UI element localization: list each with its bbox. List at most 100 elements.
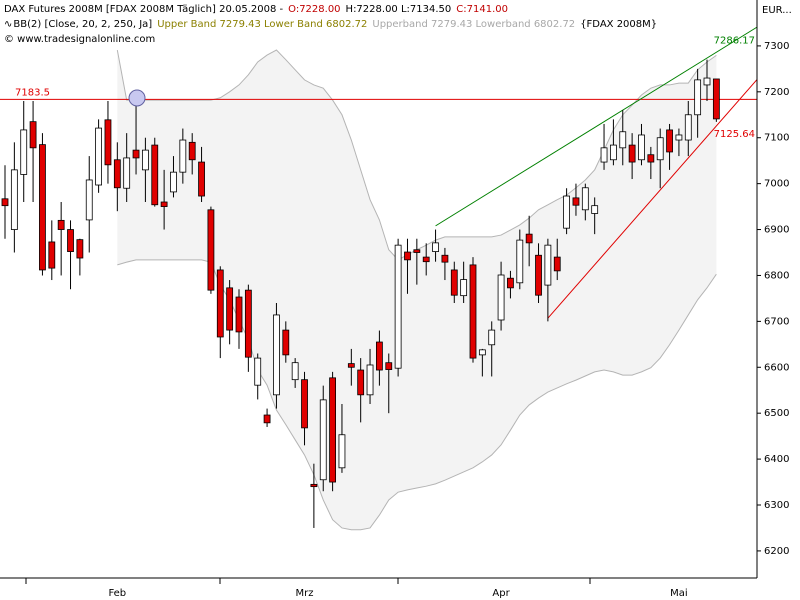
candle-body — [291, 362, 299, 381]
candle-body — [254, 357, 262, 386]
y-tick-label: 6600 — [764, 362, 789, 373]
y-tick-label: 6700 — [764, 316, 789, 327]
y-tick-label: 7000 — [764, 179, 789, 190]
candle-body — [432, 242, 439, 252]
candle-body — [29, 121, 37, 149]
candle-body — [1, 198, 9, 207]
currency-label: EUR... — [762, 5, 792, 16]
header-line: DAX Futures 2008M [FDAX 2008M Täglich] 2… — [4, 2, 662, 17]
candle-body — [282, 329, 290, 356]
candle-body — [404, 251, 411, 261]
candle-body — [413, 249, 421, 253]
candle-body — [244, 289, 252, 358]
candle-body — [160, 201, 168, 207]
candle-body — [329, 377, 337, 483]
candle-body — [394, 244, 402, 369]
candle-body — [338, 434, 346, 469]
header-text: {FDAX 2008M} — [580, 19, 658, 30]
candle-body — [10, 169, 18, 230]
candle-body — [132, 149, 140, 159]
trendline-label: 7125.64 — [714, 129, 755, 140]
candle-body — [600, 147, 608, 163]
candle-body — [170, 171, 177, 193]
y-tick-label: 6900 — [764, 225, 789, 236]
candle-body — [619, 131, 627, 149]
y-tick-label: 6800 — [764, 270, 789, 281]
candle-body — [712, 78, 720, 120]
candle-body — [525, 233, 533, 244]
candle-body — [95, 127, 102, 186]
candle-body — [375, 341, 383, 371]
indicator-icon: ∿ — [4, 19, 13, 30]
candle-body — [535, 254, 542, 296]
candle-body — [104, 119, 112, 166]
x-tick-label: Apr — [492, 588, 510, 599]
header-text: © www.tradesignalonline.com — [4, 34, 156, 45]
highlight-circle — [128, 89, 146, 107]
candle-body — [666, 129, 673, 153]
header-text: O:7228.00 — [288, 4, 341, 15]
candle-body — [123, 157, 131, 189]
candle-body — [497, 274, 505, 321]
candle-body — [310, 483, 318, 488]
candle-body — [684, 114, 692, 141]
header-text: H:7228.00 L:7134.50 — [345, 4, 452, 15]
candle-body — [57, 219, 65, 230]
header-text: BB(2) [Close, 20, 2, 250, Ja] — [13, 19, 153, 30]
candle-body — [216, 269, 224, 338]
horizontal-line-label: 7183.5 — [15, 87, 50, 98]
x-tick-label: Mai — [670, 588, 688, 599]
y-tick-label: 7200 — [764, 87, 789, 98]
candle-body — [638, 134, 645, 161]
candle-body — [385, 362, 393, 370]
candle-body — [507, 277, 514, 289]
candle-body — [85, 179, 93, 221]
header-text: Upperband 7279.43 Lowerband 6802.72 — [372, 19, 576, 30]
header-text: Upper Band 7279.43 Lower Band 6802.72 — [157, 19, 368, 30]
candle-body — [188, 141, 196, 161]
candle-body — [422, 256, 430, 263]
candle-body — [76, 239, 84, 259]
candle-body — [469, 264, 477, 359]
candle-body — [366, 364, 374, 396]
candle-body — [48, 241, 56, 269]
candle-body — [151, 144, 159, 206]
trendline — [547, 79, 758, 319]
candle-body — [319, 399, 327, 481]
candle-body — [301, 379, 308, 429]
candle-body — [563, 195, 570, 229]
candle-body — [581, 187, 589, 211]
plot-area — [0, 26, 758, 531]
trendline — [435, 26, 758, 227]
candle-body — [207, 209, 215, 291]
candle-body — [179, 139, 187, 173]
candle-body — [460, 279, 468, 297]
header-text: DAX Futures 2008M [FDAX 2008M Täglich] 2… — [4, 4, 284, 15]
candle-body — [572, 197, 580, 206]
candle-body — [113, 159, 121, 189]
candle-body — [20, 129, 28, 175]
candle-body — [67, 229, 74, 252]
candle-body — [450, 269, 458, 296]
candle-body — [235, 296, 243, 333]
candle-body — [226, 287, 234, 331]
x-tick-label: Mrz — [296, 588, 314, 599]
candle-body — [610, 144, 617, 161]
candle-body — [347, 363, 355, 368]
candle-body — [703, 77, 711, 86]
candle-body — [628, 144, 636, 163]
header-line: ∿BB(2) [Close, 20, 2, 250, Ja] Upper Band… — [4, 17, 662, 32]
y-tick-label: 6400 — [764, 454, 789, 465]
candle-body — [441, 254, 449, 263]
header-line: © www.tradesignalonline.com — [4, 32, 662, 47]
candle-body — [357, 369, 365, 396]
y-tick-label: 7300 — [764, 41, 789, 52]
candle-body — [516, 239, 524, 284]
candle-body — [263, 414, 271, 424]
y-tick-label: 6200 — [764, 546, 789, 557]
candle-body — [553, 256, 561, 272]
trendline-label: 7286.17 — [714, 35, 755, 46]
candle-body — [591, 205, 599, 214]
